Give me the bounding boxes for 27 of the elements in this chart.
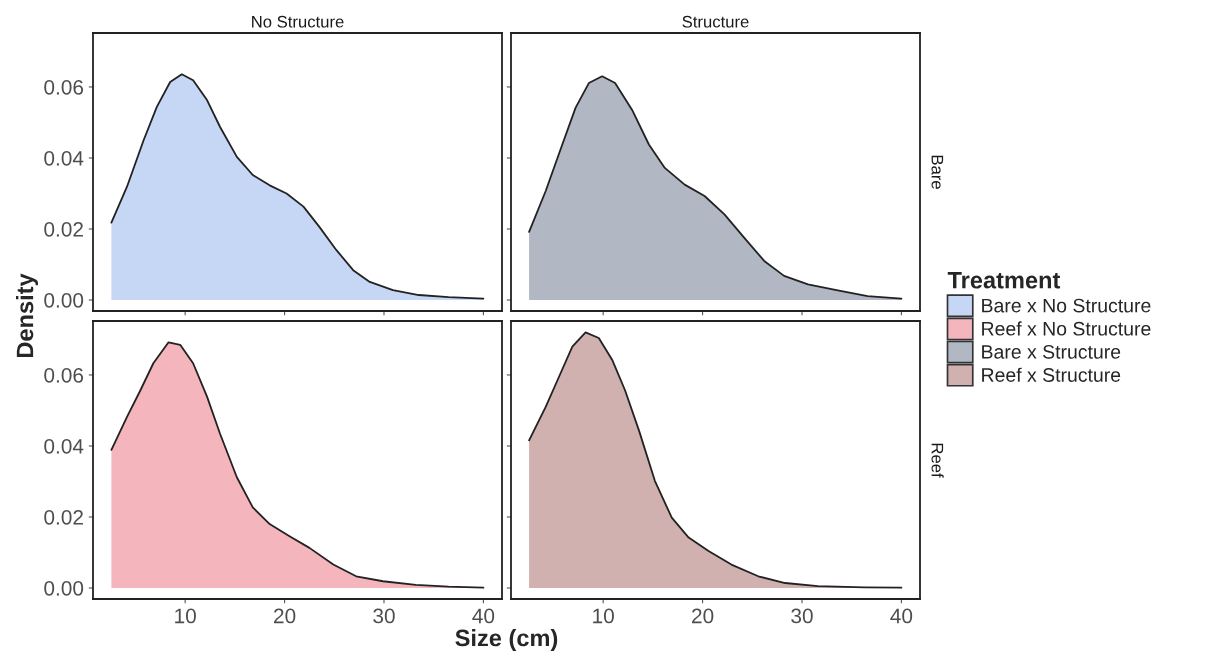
y2-axis-title: Bare [931, 155, 944, 189]
x-tick-label: 30 [373, 608, 395, 624]
chart-title: Structure [682, 15, 749, 28]
y-tick-label: 0.02 [44, 509, 83, 525]
x-axis-title: Size (cm) [455, 628, 558, 652]
legend-label: Bare x Structure [982, 344, 1121, 359]
x-tick-label: 10 [175, 608, 196, 624]
y-tick-label: 0.00 [44, 292, 84, 308]
y2-axis-title: Reef [931, 443, 944, 478]
y-tick-label: 0.04 [44, 438, 84, 454]
legend-title: Treatment [947, 272, 1061, 289]
x-tick-label: 20 [274, 608, 296, 624]
y-tick-label: 0.02 [44, 221, 83, 237]
y-axis-title: Density [16, 273, 38, 358]
y-tick-label: 0.04 [44, 150, 84, 166]
y-tick-label: 0.06 [44, 367, 84, 383]
legend-label: Reef x No Structure [982, 321, 1151, 336]
x-tick-label: 30 [791, 608, 813, 624]
y-tick-label: 0.06 [44, 79, 84, 95]
y-tick-label: 0.00 [44, 580, 84, 596]
x-tick-label: 10 [593, 608, 614, 624]
x-tick-label: 20 [692, 608, 714, 624]
x-tick-label: 40 [472, 608, 495, 624]
chart-title: No Structure [252, 15, 344, 28]
legend-label: Reef x Structure [982, 367, 1121, 382]
legend-label: Bare x No Structure [982, 298, 1151, 313]
x-tick-label: 40 [890, 608, 913, 624]
